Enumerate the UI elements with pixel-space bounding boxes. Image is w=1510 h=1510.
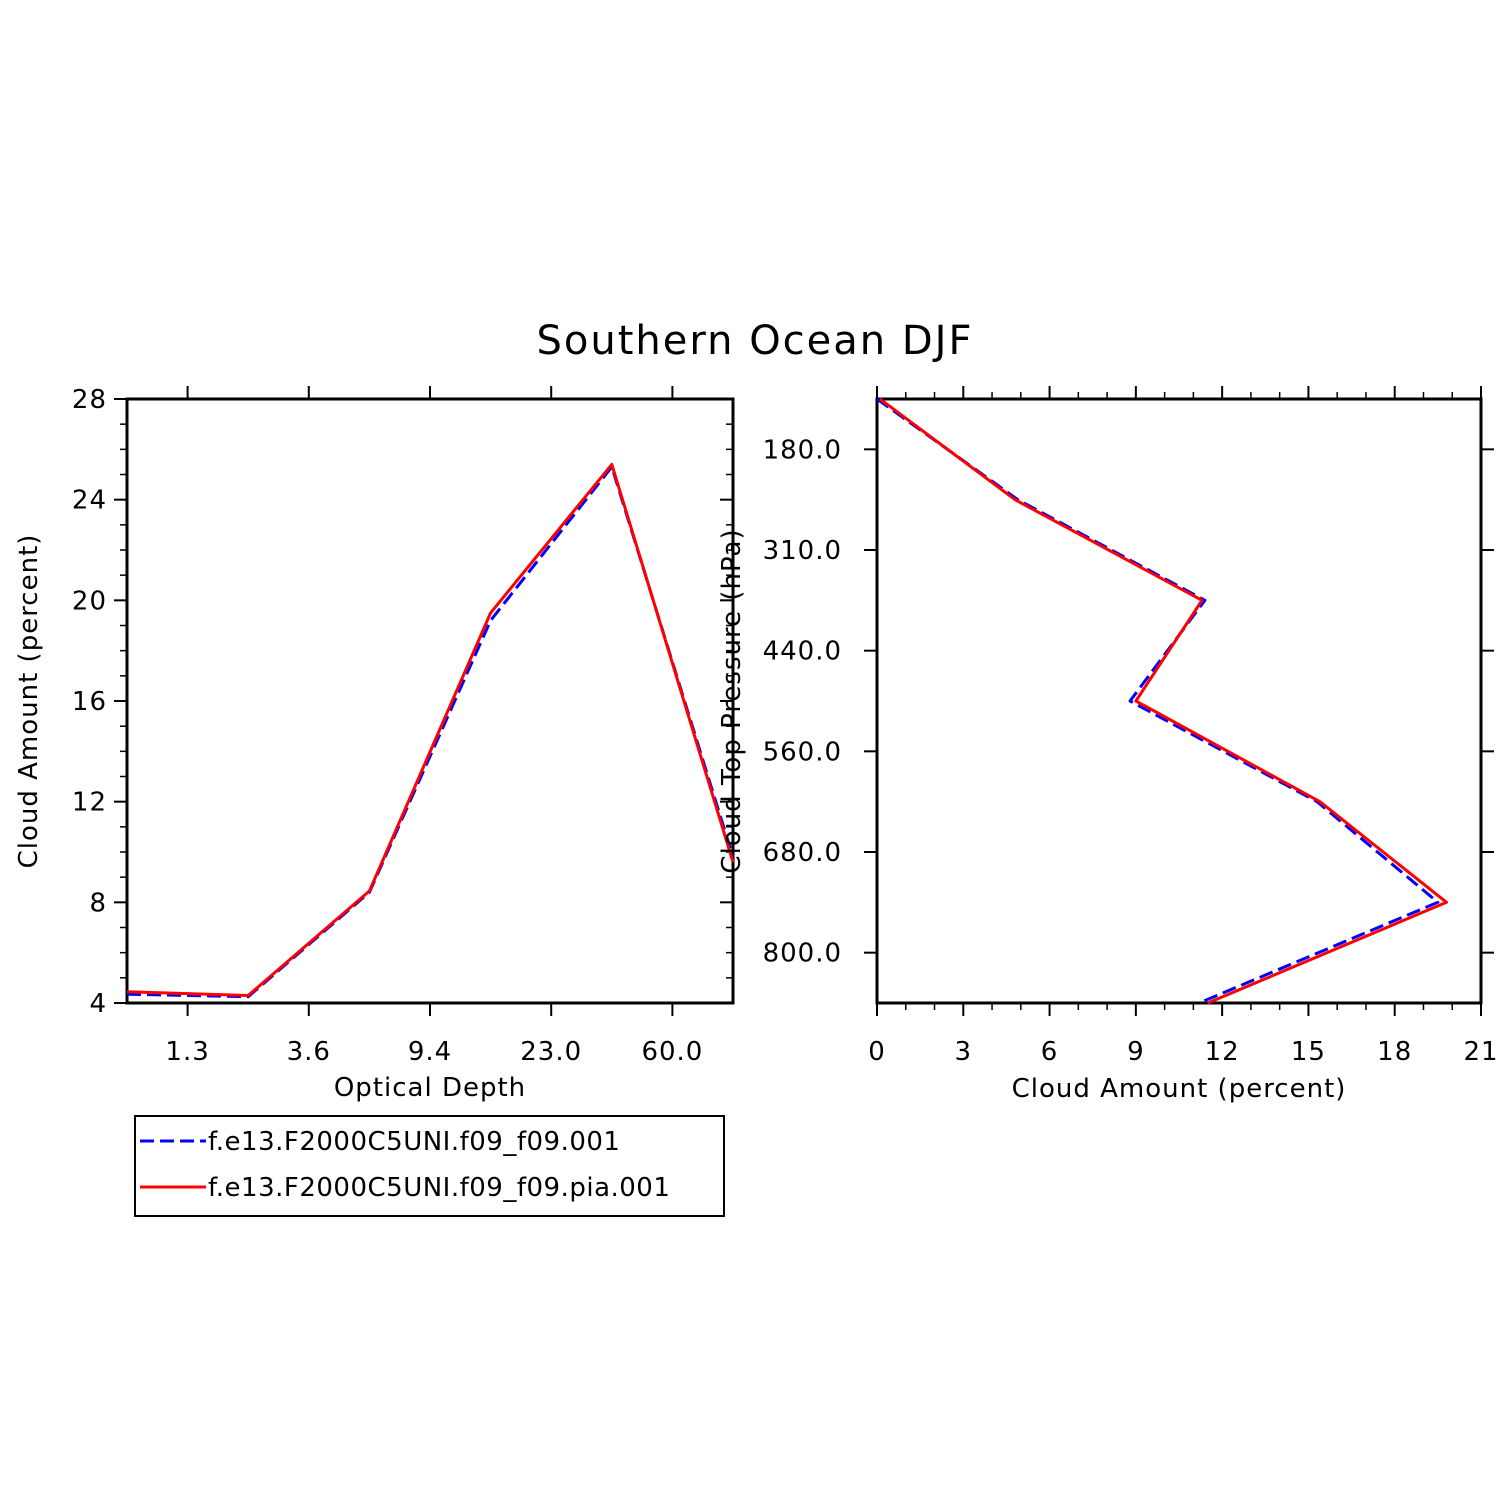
chart-title: Southern Ocean DJF: [537, 318, 974, 364]
right-y-tick-label: 800.0: [763, 939, 842, 969]
left-y-tick-label: 24: [72, 486, 107, 516]
right-x-axis-label: Cloud Amount (percent): [1012, 1074, 1347, 1104]
left-x-tick-label: 60.0: [641, 1037, 703, 1067]
right-x-tick-label: 6: [1041, 1037, 1059, 1067]
left-series-line: [126, 462, 735, 997]
left-x-tick-label: 9.4: [408, 1037, 452, 1067]
right-y-axis-label: Cloud Top Pressure (hPa): [717, 528, 747, 873]
legend-label-1: f.e13.F2000C5UNI.f09_f09.pia.001: [208, 1173, 670, 1203]
left-y-tick-label: 20: [72, 586, 107, 616]
right-x-tick-label: 0: [868, 1037, 886, 1067]
right-y-tick-label: 310.0: [763, 536, 842, 566]
left-plot-frame: [125, 397, 735, 1005]
left-y-tick-label: 16: [72, 687, 107, 717]
left-x-axis-label: Optical Depth: [334, 1073, 526, 1103]
legend-label-0: f.e13.F2000C5UNI.f09_f09.001: [208, 1127, 620, 1157]
right-axis-ticks: 0 3 6 9 12 15 18 21 180.0 310.0 440.0 560.0 680.0 800…: [763, 386, 1498, 1067]
right-y-tick-label: 560.0: [763, 737, 842, 767]
left-series-line: [126, 465, 735, 999]
left-y-tick-label: 4: [89, 989, 107, 1019]
right-series-group: [876, 397, 1448, 1005]
right-series-line: [876, 397, 1440, 1005]
legend: f.e13.F2000C5UNI.f09_f09.001 f.e13.F2000…: [134, 1115, 725, 1217]
right-x-tick-label: 21: [1463, 1037, 1498, 1067]
left-series-group: [126, 462, 735, 999]
right-panel: 0 3 6 9 12 15 18 21 180.0 310.0 440.0 560.0 680.0 800…: [717, 386, 1498, 1104]
right-x-tick-label: 9: [1127, 1037, 1145, 1067]
left-y-tick-label: 12: [72, 788, 107, 818]
left-y-tick-label: 8: [89, 888, 107, 918]
right-x-tick-label: 3: [955, 1037, 973, 1067]
left-axis-ticks: 4 8 12 16 20 24 28 1.3 3.6 9.4 23.0 60.0: [72, 385, 733, 1067]
left-y-axis-label: Cloud Amount (percent): [14, 534, 44, 869]
right-x-tick-label: 12: [1205, 1037, 1240, 1067]
left-x-tick-label: 23.0: [520, 1037, 582, 1067]
right-x-tick-label: 15: [1291, 1037, 1326, 1067]
legend-frame: [134, 1115, 725, 1217]
left-x-tick-label: 1.3: [165, 1037, 209, 1067]
left-y-tick-label: 28: [72, 385, 107, 415]
left-x-tick-label: 3.6: [287, 1037, 331, 1067]
right-series-line: [879, 397, 1448, 1005]
right-x-tick-label: 18: [1377, 1037, 1412, 1067]
right-y-tick-label: 680.0: [763, 838, 842, 868]
right-y-tick-label: 180.0: [763, 435, 842, 465]
right-plot-frame: [875, 397, 1483, 1005]
right-y-tick-label: 440.0: [763, 637, 842, 667]
left-panel: 4 8 12 16 20 24 28 1.3 3.6 9.4 23.0 60.0 Optical De…: [14, 385, 735, 1103]
